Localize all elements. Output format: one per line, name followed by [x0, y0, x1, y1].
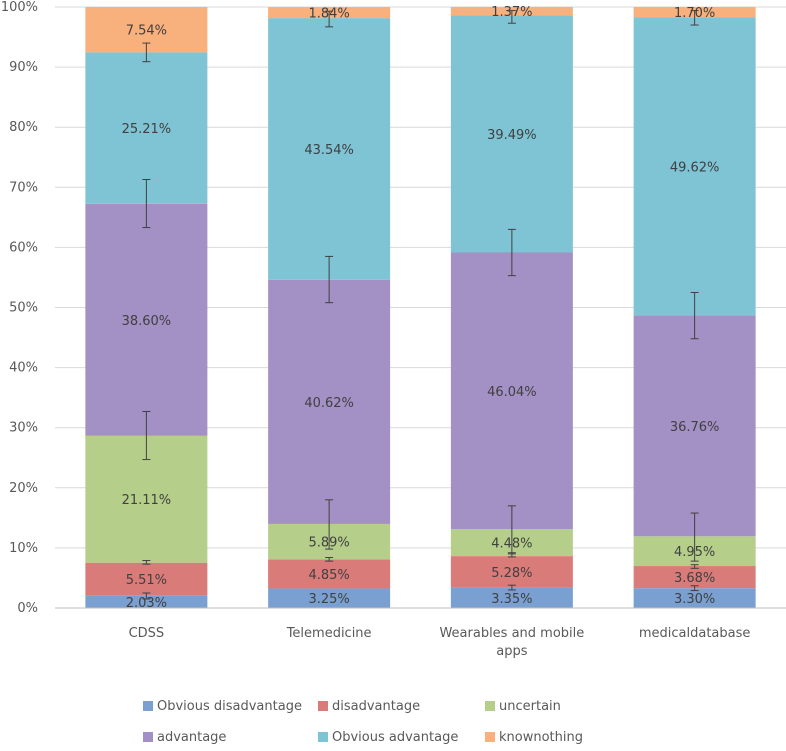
data-label: 4.48% [491, 537, 532, 552]
data-label: 1.84% [308, 7, 349, 22]
y-axis: 0% 10% 20% 30% 40% 50% 60% 70% 80% 90% 100% [1, 0, 38, 616]
bar-segment [85, 595, 208, 608]
legend-swatch [143, 701, 153, 711]
bars [85, 6, 756, 608]
error-bar [507, 228, 516, 277]
category-label: CDSS [129, 626, 165, 641]
bar-segment [633, 17, 756, 316]
data-label: 4.85% [308, 568, 349, 583]
legend-swatch [485, 732, 495, 742]
error-bar [690, 512, 699, 562]
y-tick-label: 50% [9, 301, 38, 316]
data-label: 46.04% [487, 385, 537, 400]
legend-label: Obvious disadvantage [157, 699, 302, 714]
category-label: medicaldatabase [639, 626, 751, 641]
bar-segment [450, 15, 573, 253]
data-label: 3.30% [674, 592, 715, 607]
y-tick-label: 40% [9, 361, 38, 376]
error-bars [142, 10, 699, 600]
error-bar [142, 42, 151, 63]
data-label: 25.21% [122, 122, 172, 137]
legend-swatch [318, 701, 328, 711]
category-label: apps [496, 644, 527, 659]
error-bar [690, 10, 699, 26]
data-label: 1.37% [491, 5, 532, 20]
data-label: 2.03% [126, 596, 167, 611]
error-bar [507, 584, 516, 591]
y-tick-label: 20% [9, 481, 38, 496]
error-bar [690, 585, 699, 592]
error-bar [690, 564, 699, 569]
bar-segment [268, 18, 391, 280]
legend-swatch [485, 701, 495, 711]
x-axis: CDSS Telemedicine Wearables and mobile apps… [55, 607, 786, 659]
error-bar [507, 10, 516, 24]
data-label: 49.62% [670, 160, 720, 175]
bar-segment [633, 315, 756, 537]
bar-segment [85, 203, 208, 436]
legend-swatch [143, 732, 153, 742]
category-label: Wearables and mobile [439, 626, 584, 641]
data-label: 3.35% [491, 592, 532, 607]
data-label: 5.51% [126, 573, 167, 588]
data-label: 40.62% [304, 396, 354, 411]
data-label: 4.95% [674, 545, 715, 560]
legend-label: advantage [157, 730, 226, 745]
y-tick-label: 100% [1, 0, 38, 15]
bar-segment [633, 566, 756, 589]
bar-segment [450, 252, 573, 530]
legend-label: disadvantage [332, 699, 420, 714]
data-label: 21.11% [122, 493, 172, 508]
data-label: 43.54% [304, 143, 354, 158]
y-tick-label: 0% [17, 601, 38, 616]
legend: Obvious disadvantage disadvantage uncertai… [143, 699, 583, 745]
error-bar [142, 560, 151, 565]
data-label: 38.60% [122, 314, 172, 329]
y-tick-label: 10% [9, 541, 38, 556]
legend-label: knownothing [499, 730, 583, 745]
y-tick-label: 30% [9, 421, 38, 436]
bar-segment [450, 587, 573, 608]
error-bar [325, 10, 334, 28]
legend-label: Obvious advantage [332, 730, 458, 745]
data-label: 39.49% [487, 128, 537, 143]
legend-label: uncertain [499, 699, 561, 714]
error-bar [325, 557, 334, 562]
data-label: 36.76% [670, 420, 720, 435]
bar-segment [268, 559, 391, 589]
data-label: 7.54% [126, 24, 167, 39]
bar-segment [633, 588, 756, 608]
y-tick-label: 90% [9, 60, 38, 75]
bar-segment [450, 556, 573, 588]
category-label: Telemedicine [286, 626, 372, 641]
error-bar [142, 410, 151, 461]
error-bar [142, 178, 151, 229]
error-bar [325, 255, 334, 304]
error-bar [507, 505, 516, 555]
bar-segment [85, 562, 208, 596]
error-bar [325, 499, 334, 550]
y-tick-label: 60% [9, 240, 38, 255]
data-label: 3.68% [674, 571, 715, 586]
y-tick-label: 80% [9, 120, 38, 135]
y-tick-label: 70% [9, 180, 38, 195]
data-label: 5.89% [308, 536, 349, 551]
error-bar [142, 592, 151, 600]
legend-swatch [318, 732, 328, 742]
bar-segment [268, 279, 391, 524]
data-label: 3.25% [308, 592, 349, 607]
error-bar [690, 291, 699, 340]
data-label: 5.28% [491, 566, 532, 581]
bar-segment [268, 588, 391, 608]
bar-segment [85, 52, 208, 204]
data-labels: 2.03% 5.51% 21.11% 38.60% 25.21% 7.54% 3.25% 4.… [122, 5, 720, 611]
data-label: 1.70% [674, 6, 715, 21]
